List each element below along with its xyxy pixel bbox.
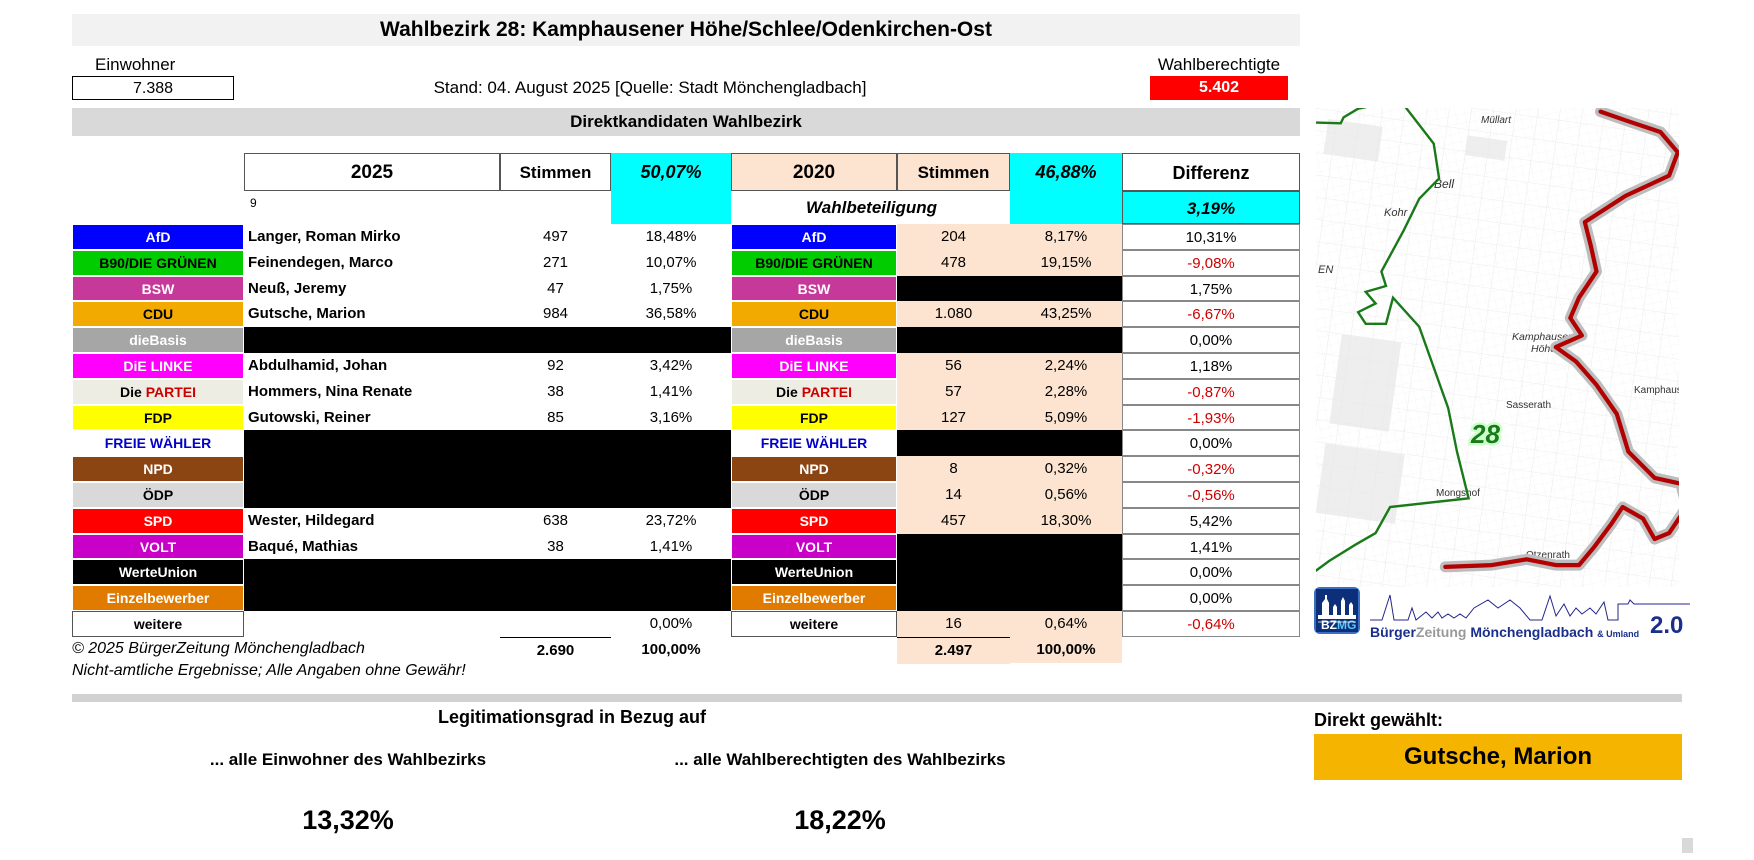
svg-text:EN: EN (1318, 264, 1333, 276)
svg-text:Kamphaus: Kamphaus (1634, 385, 1679, 396)
svg-text:Mongshof: Mongshof (1436, 488, 1480, 499)
svg-text:28: 28 (1470, 419, 1500, 449)
svg-text:Sasserath: Sasserath (1506, 400, 1551, 411)
svg-text:Kohr: Kohr (1384, 207, 1409, 219)
svg-text:Müllart: Müllart (1481, 115, 1512, 126)
svg-text:BZMG: BZMG (1321, 618, 1356, 632)
